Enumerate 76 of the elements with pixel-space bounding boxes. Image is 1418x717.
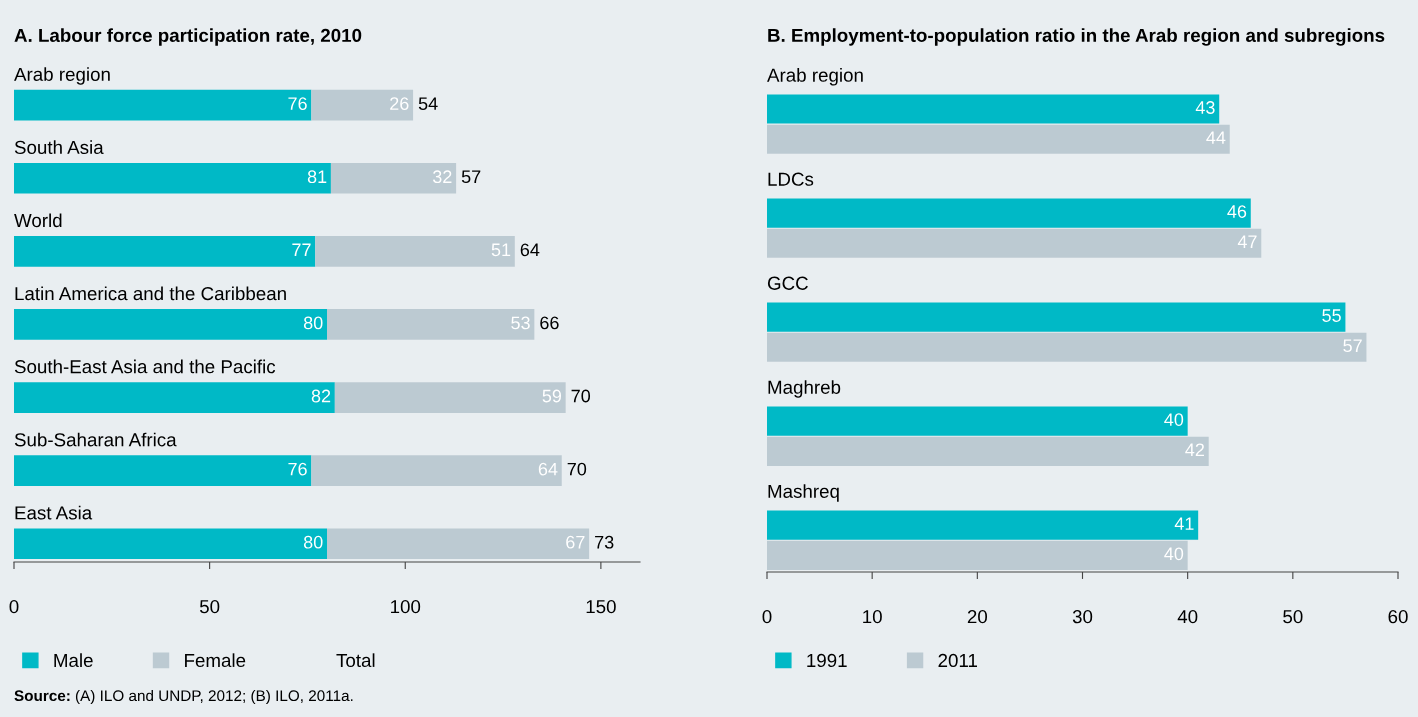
legend-label: 2011 — [938, 653, 977, 668]
data-label: 55 — [1322, 309, 1341, 322]
y-tick-label: Mashreq — [768, 484, 839, 502]
bar — [311, 455, 562, 486]
y-tick-label: South-East Asia and the Pacific — [14, 359, 276, 374]
y-tick-label: LDCs — [768, 172, 814, 186]
data-label: 42 — [1185, 443, 1205, 456]
bar — [14, 236, 316, 267]
bar — [14, 309, 327, 340]
annotation: 54 — [418, 97, 438, 111]
data-label: 32 — [432, 170, 452, 184]
data-label: 76 — [288, 97, 307, 111]
y-tick-label: East Asia — [15, 505, 93, 520]
bar — [311, 89, 414, 121]
source-note: Source: (A) ILO and UNDP, 2012; (B) ILO, 2011a. — [14, 689, 353, 705]
y-tick-label: GCC — [767, 276, 808, 290]
annotation: 70 — [571, 389, 591, 403]
data-label: 43 — [1195, 101, 1215, 114]
y-tick-label: Sub-Saharan Africa — [14, 432, 177, 447]
y-tick-label: Maghreb — [768, 380, 841, 398]
legend-label: Female — [185, 653, 246, 668]
data-label: 40 — [1164, 413, 1184, 426]
y-tick-label: World — [14, 213, 62, 228]
data-label: 77 — [292, 243, 311, 257]
legend-label: Male — [54, 653, 93, 668]
data-label: 46 — [1227, 205, 1247, 218]
x-tick-label: 0 — [762, 610, 772, 624]
bar — [14, 162, 331, 194]
data-label: 44 — [1206, 131, 1226, 144]
x-tick-label: 100 — [391, 600, 421, 614]
legend-label: 1991 — [807, 653, 847, 668]
bar — [14, 89, 312, 121]
x-tick-label: 50 — [199, 600, 220, 614]
x-tick-label: 10 — [863, 610, 882, 624]
data-label: 47 — [1237, 235, 1257, 248]
data-label: 67 — [566, 535, 585, 549]
data-label: 51 — [491, 243, 511, 257]
chart-title: B. Employment-to-population ratio in the Arab region and subregions — [768, 28, 1385, 46]
x-tick-label: 20 — [967, 610, 988, 624]
data-label: 81 — [307, 170, 327, 184]
bar — [330, 162, 457, 194]
annotation: 70 — [567, 462, 587, 476]
bar — [14, 528, 327, 560]
y-tick-label: Arab region — [767, 68, 863, 86]
annotation: 57 — [461, 170, 481, 184]
x-tick-label: 150 — [586, 600, 616, 614]
data-label: 64 — [538, 462, 558, 476]
annotation: 73 — [595, 535, 614, 549]
data-label: 53 — [511, 316, 530, 330]
y-tick-label: South Asia — [14, 140, 104, 155]
y-tick-label: Arab region — [14, 67, 110, 85]
chart-title: A. Labour force participation rate, 2010 — [14, 28, 362, 46]
x-tick-label: 30 — [1072, 610, 1093, 624]
data-label: 59 — [542, 389, 562, 403]
bar — [315, 236, 515, 267]
data-label: 82 — [311, 389, 331, 403]
data-label: 40 — [1164, 547, 1184, 561]
x-tick-label: 0 — [9, 600, 19, 614]
annotation: 66 — [540, 316, 559, 330]
bar — [327, 528, 590, 560]
y-tick-label: Latin America and the Caribbean — [15, 286, 286, 301]
data-label: 76 — [288, 462, 307, 476]
x-tick-label: 40 — [1177, 610, 1198, 624]
bar — [14, 382, 335, 413]
bar — [14, 455, 312, 486]
data-label: 80 — [303, 316, 323, 330]
bar — [327, 309, 535, 340]
data-label: 26 — [390, 97, 409, 111]
x-tick-label: 50 — [1283, 610, 1303, 624]
data-label: 80 — [303, 535, 323, 549]
annotation: 64 — [520, 243, 540, 257]
bar — [334, 382, 566, 413]
text: Total — [336, 653, 375, 668]
data-label: 57 — [1343, 339, 1362, 353]
data-label: 41 — [1174, 517, 1194, 530]
x-tick-label: 60 — [1388, 610, 1408, 624]
